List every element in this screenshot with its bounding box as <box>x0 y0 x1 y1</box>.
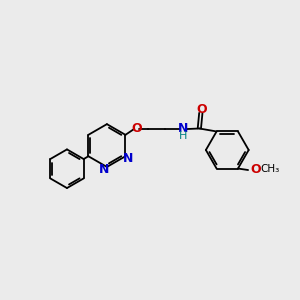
Text: O: O <box>196 103 207 116</box>
Text: H: H <box>179 130 188 141</box>
Text: O: O <box>250 163 261 176</box>
Text: N: N <box>99 163 110 176</box>
Text: O: O <box>132 122 142 135</box>
Text: N: N <box>178 122 188 135</box>
Text: CH₃: CH₃ <box>260 164 279 174</box>
Text: N: N <box>123 152 133 165</box>
